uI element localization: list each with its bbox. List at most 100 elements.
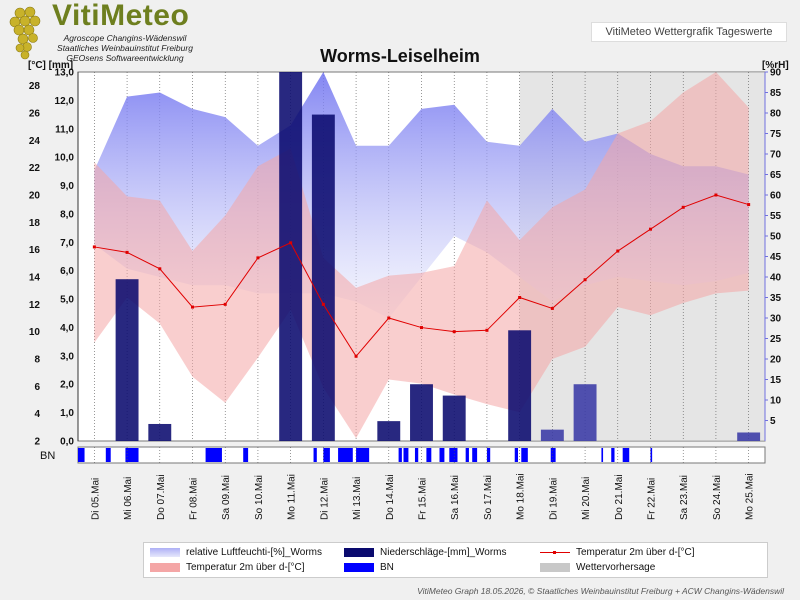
precip-tick-label: 5,0: [60, 295, 74, 306]
bn-bar: [611, 448, 615, 462]
temp-tick-label: 4: [34, 409, 40, 420]
temperature-point: [289, 241, 293, 245]
precip-tick-label: 12,0: [55, 96, 75, 107]
temperature-point: [92, 245, 96, 249]
x-tick-label: Mi 20.Mai: [581, 477, 592, 520]
humidity-tick-label: 55: [770, 211, 782, 222]
bn-swatch: [344, 563, 374, 572]
org-line-2: Staatliches Weinbauinstitut Freiburg: [57, 43, 193, 53]
bn-bar: [514, 448, 519, 462]
temperature-point: [223, 302, 227, 306]
org-line-1: Agroscope Changins-Wädenswil: [63, 33, 187, 43]
temperature-point: [616, 249, 620, 253]
precip-tick-label: 1,0: [60, 408, 74, 419]
temperature-band: [94, 72, 749, 439]
humidity-tick-label: 50: [770, 232, 782, 243]
temp-tick-label: 26: [29, 109, 41, 120]
temperature-point: [420, 326, 423, 330]
x-tick-label: Mo 25.Mai: [745, 473, 756, 520]
temperature-point: [321, 302, 325, 306]
precip-bar: [279, 72, 303, 441]
humidity-tick-label: 30: [770, 314, 782, 325]
chart-legend: relative Luftfeuchti-[%]_Worms Niedersch…: [143, 542, 768, 578]
temp-tick-label: 12: [29, 300, 41, 311]
bn-bar: [472, 448, 478, 462]
bn-bar: [426, 448, 432, 462]
precip-swatch: [344, 548, 374, 557]
x-tick-label: So 10.Mai: [254, 475, 265, 520]
temp-tick-label: 2: [34, 437, 40, 448]
temperature-point: [125, 250, 129, 254]
x-tick-label: So 24.Mai: [712, 475, 723, 520]
bn-bar: [601, 448, 604, 462]
precip-bar: [410, 384, 433, 441]
x-tick-label: Fr 08.Mai: [189, 478, 200, 520]
precip-tick-label: 4,0: [60, 323, 74, 334]
temperature-point: [747, 203, 751, 207]
precip-bar: [311, 114, 335, 442]
humidity-tick-label: 80: [770, 109, 782, 120]
humidity-tick-label: 35: [770, 293, 782, 304]
temperature-point: [354, 354, 358, 358]
humidity-tick-label: 70: [770, 150, 782, 161]
precip-tick-label: 2,0: [60, 380, 74, 391]
temperature-point: [550, 306, 554, 310]
bn-strip: [77, 446, 766, 464]
x-tick-label: Fr 15.Mai: [418, 478, 429, 520]
precip-tick-label: 3,0: [60, 351, 74, 362]
x-tick-label: Di 19.Mai: [548, 478, 559, 520]
bn-bar: [243, 448, 249, 462]
bn-bar: [550, 448, 556, 462]
temp-tick-label: 10: [29, 327, 41, 338]
x-tick-label: Do 07.Mai: [156, 474, 167, 520]
precip-bar: [540, 429, 564, 441]
bn-bar: [356, 448, 370, 462]
precip-bar: [573, 384, 597, 441]
precip-tick-label: 0,0: [60, 437, 74, 448]
legend-label: Wettervorhersage: [576, 562, 656, 573]
humidity-swatch: [150, 548, 180, 557]
humidity-tick-label: 10: [770, 396, 782, 407]
x-tick-label: Di 12.Mai: [319, 478, 330, 520]
bn-bar: [313, 448, 317, 462]
precip-tick-label: 6,0: [60, 266, 74, 277]
humidity-tick-label: 40: [770, 273, 782, 284]
bn-bar: [521, 448, 528, 462]
temperature-point: [485, 328, 489, 332]
temp-band-swatch: [150, 563, 180, 572]
temperature-point: [256, 256, 260, 260]
humidity-tick-label: 5: [770, 416, 776, 427]
precip-bar: [148, 423, 172, 441]
humidity-tick-label: 90: [770, 68, 782, 79]
temp-tick-label: 28: [29, 81, 41, 92]
brand-name: VitiMeteo: [52, 0, 190, 32]
bn-bar: [78, 448, 85, 462]
x-tick-label: Fr 22.Mai: [647, 478, 658, 520]
precip-tick-label: 10,0: [55, 153, 75, 164]
humidity-tick-label: 20: [770, 355, 782, 366]
org-line-3: GEOsens Softwareentwicklung: [66, 53, 184, 63]
temperature-point: [191, 305, 194, 309]
precip-bar: [115, 279, 139, 441]
precip-tick-label: 9,0: [60, 181, 74, 192]
bn-bar: [486, 448, 491, 462]
chart-title: Worms-Leiselheim: [320, 46, 480, 66]
bn-bar: [338, 448, 353, 462]
temp-tick-label: 8: [34, 355, 40, 366]
precip-tick-label: 11,0: [55, 124, 74, 135]
temp-tick-label: 20: [29, 191, 41, 202]
x-tick-label: Mo 11.Mai: [287, 474, 298, 520]
temp-line-swatch: [540, 551, 570, 554]
x-tick-label: Sa 23.Mai: [679, 475, 690, 520]
humidity-tick-label: 65: [770, 170, 782, 181]
bn-bar: [439, 448, 445, 462]
temp-tick-label: 6: [34, 382, 40, 393]
bn-bar: [403, 448, 409, 462]
bn-bar: [105, 448, 111, 462]
legend-label: Temperatur 2m über d-[°C]: [186, 562, 305, 573]
temp-tick-label: 22: [29, 163, 41, 174]
temperature-point: [681, 205, 685, 209]
x-tick-label: Sa 09.Mai: [221, 475, 232, 520]
precip-tick-label: 13,0: [55, 68, 75, 79]
